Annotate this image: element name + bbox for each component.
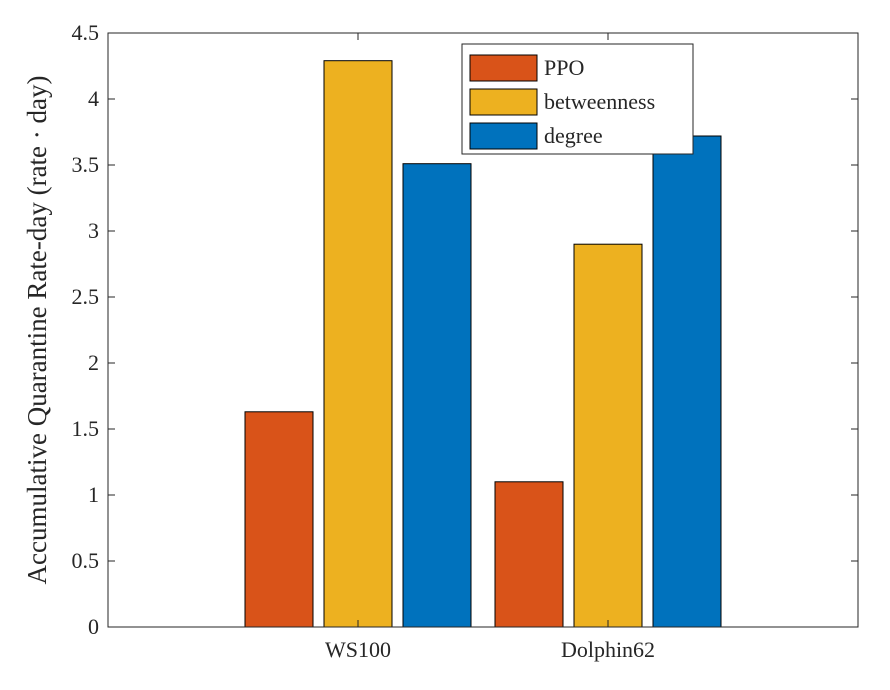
legend-swatch-betweenness [469, 88, 538, 116]
y-axis-ticks: 0 0.5 1 1.5 2 2.5 3 3.5 4 4.5 [72, 20, 858, 639]
legend: PPO betweenness degree [461, 43, 694, 155]
legend-swatch-degree [469, 122, 538, 150]
y-tick-label: 0.5 [72, 548, 100, 573]
y-tick-label: 2.5 [72, 284, 100, 309]
y-axis-label: Accumulative Quarantine Rate-day (rate ·… [22, 75, 52, 584]
y-tick-label: 4 [88, 86, 99, 111]
y-tick-label: 2 [88, 350, 99, 375]
x-tick-label: WS100 [325, 637, 391, 662]
bar-betweenness-Dolphin62 [573, 243, 643, 628]
y-tick-label: 3 [88, 218, 99, 243]
y-tick-label: 1.5 [72, 416, 100, 441]
legend-label: degree [544, 123, 603, 148]
x-tick-label: Dolphin62 [561, 637, 655, 662]
y-tick-label: 3.5 [72, 152, 100, 177]
legend-label: PPO [544, 55, 584, 80]
axes [107, 32, 859, 628]
y-tick-label: 1 [88, 482, 99, 507]
y-tick-label: 0 [88, 614, 99, 639]
bar-degree-WS100 [402, 163, 472, 628]
bar-PPO-WS100 [244, 411, 314, 628]
y-tick-label: 4.5 [72, 20, 100, 45]
bar-degree-Dolphin62 [652, 135, 722, 628]
legend-label: betweenness [544, 89, 655, 114]
bar-betweenness-WS100 [323, 60, 393, 628]
x-axis-ticks: WS100 Dolphin62 [325, 33, 655, 662]
bars-layer [244, 60, 722, 628]
bar-PPO-Dolphin62 [494, 481, 564, 628]
legend-swatch-PPO [469, 54, 538, 82]
plot-frame [107, 32, 859, 628]
